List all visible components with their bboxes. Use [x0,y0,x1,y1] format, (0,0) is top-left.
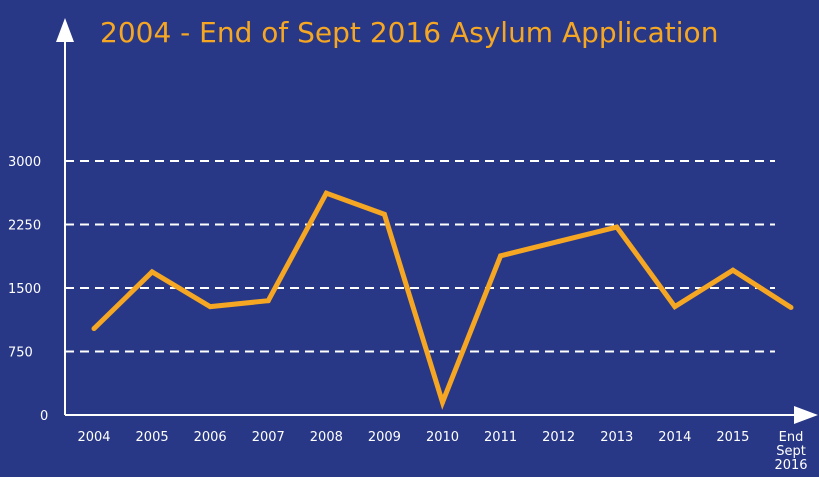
data-point [91,326,97,332]
x-tick-label: 2007 [252,430,285,445]
data-point [323,190,329,196]
x-tick-label: 2004 [77,430,110,445]
grid-lines [65,160,775,353]
data-point [498,253,504,259]
x-tick-label: 2008 [310,430,343,445]
y-axis-arrow [56,18,74,42]
data-point [207,304,213,310]
x-tick-label: 2006 [194,430,227,445]
series-lines [91,190,794,410]
x-tick-label: 2014 [658,430,691,445]
x-tick-label: 2013 [600,430,633,445]
axes [56,18,818,424]
data-point [381,211,387,217]
x-tick-label: End Sept 2016 [774,430,807,473]
x-tick-label: 2011 [484,430,517,445]
data-point [440,399,445,405]
x-tick-labels: 2004 2005 2006 2007 2008 2009 2010 2011 2012 2013… [77,430,807,473]
y-tick-label: 1500 [8,282,41,297]
y-tick-label: 3000 [8,155,41,170]
x-tick-label: 2010 [426,430,459,445]
x-axis-arrow [794,406,818,424]
y-tick-label: 0 [40,409,48,424]
data-point [788,304,794,310]
x-tick-label: 2015 [716,430,749,445]
data-point [556,238,562,244]
y-tick-labels: 0 750 1500 2250 3000 [8,155,48,424]
data-point [614,224,620,230]
y-tick-label: 750 [8,346,33,361]
x-tick-label: 2009 [368,430,401,445]
y-tick-label: 2250 [8,219,41,234]
x-tick-label: 2012 [542,430,575,445]
data-point [730,267,736,273]
data-point [265,298,271,304]
chart-title: 2004 - End of Sept 2016 Asylum Applicati… [100,16,718,49]
data-point [149,269,155,275]
x-tick-label: 2005 [136,430,169,445]
data-point [672,304,678,310]
